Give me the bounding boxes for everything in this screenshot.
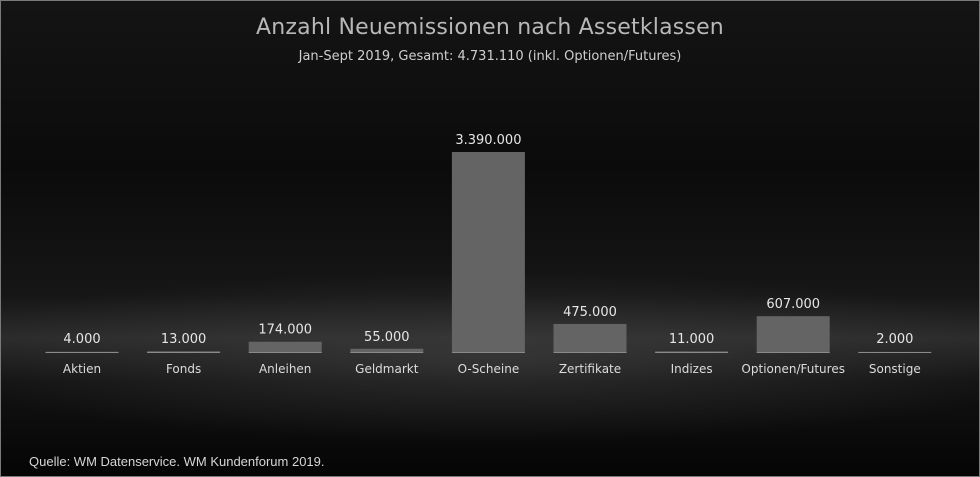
bar-5 [553,323,627,352]
category-label-4: O-Scheine [458,362,520,376]
bar-3 [350,348,424,352]
category-label-2: Anleihen [259,362,311,376]
value-label-6: 11.000 [669,332,715,347]
category-label-6: Indizes [671,362,713,376]
bar-7 [756,316,830,352]
value-label-7: 607.000 [766,297,820,312]
bar-6 [655,351,729,352]
value-label-8: 2.000 [876,332,913,347]
source-note: Quelle: WM Datenservice. WM Kundenforum … [29,454,325,469]
category-label-5: Zertifikate [559,362,621,376]
category-label-1: Fonds [166,362,201,376]
bar-4 [451,152,525,352]
category-label-8: Sonstige [869,362,921,376]
bar-1 [147,351,221,352]
chart-title: Anzahl Neuemissionen nach Assetklassen [256,15,724,40]
value-label-0: 4.000 [63,332,100,347]
chart-subtitle: Jan-Sept 2019, Gesamt: 4.731.110 (inkl. … [298,49,682,64]
value-label-1: 13.000 [161,332,207,347]
value-label-5: 475.000 [563,305,617,320]
value-label-2: 174.000 [258,323,312,338]
bar-2 [248,341,322,352]
category-label-0: Aktien [63,362,101,376]
category-label-3: Geldmarkt [355,362,419,376]
value-label-3: 55.000 [364,330,410,345]
category-label-7: Optionen/Futures [741,362,845,376]
value-label-4: 3.390.000 [455,133,521,148]
